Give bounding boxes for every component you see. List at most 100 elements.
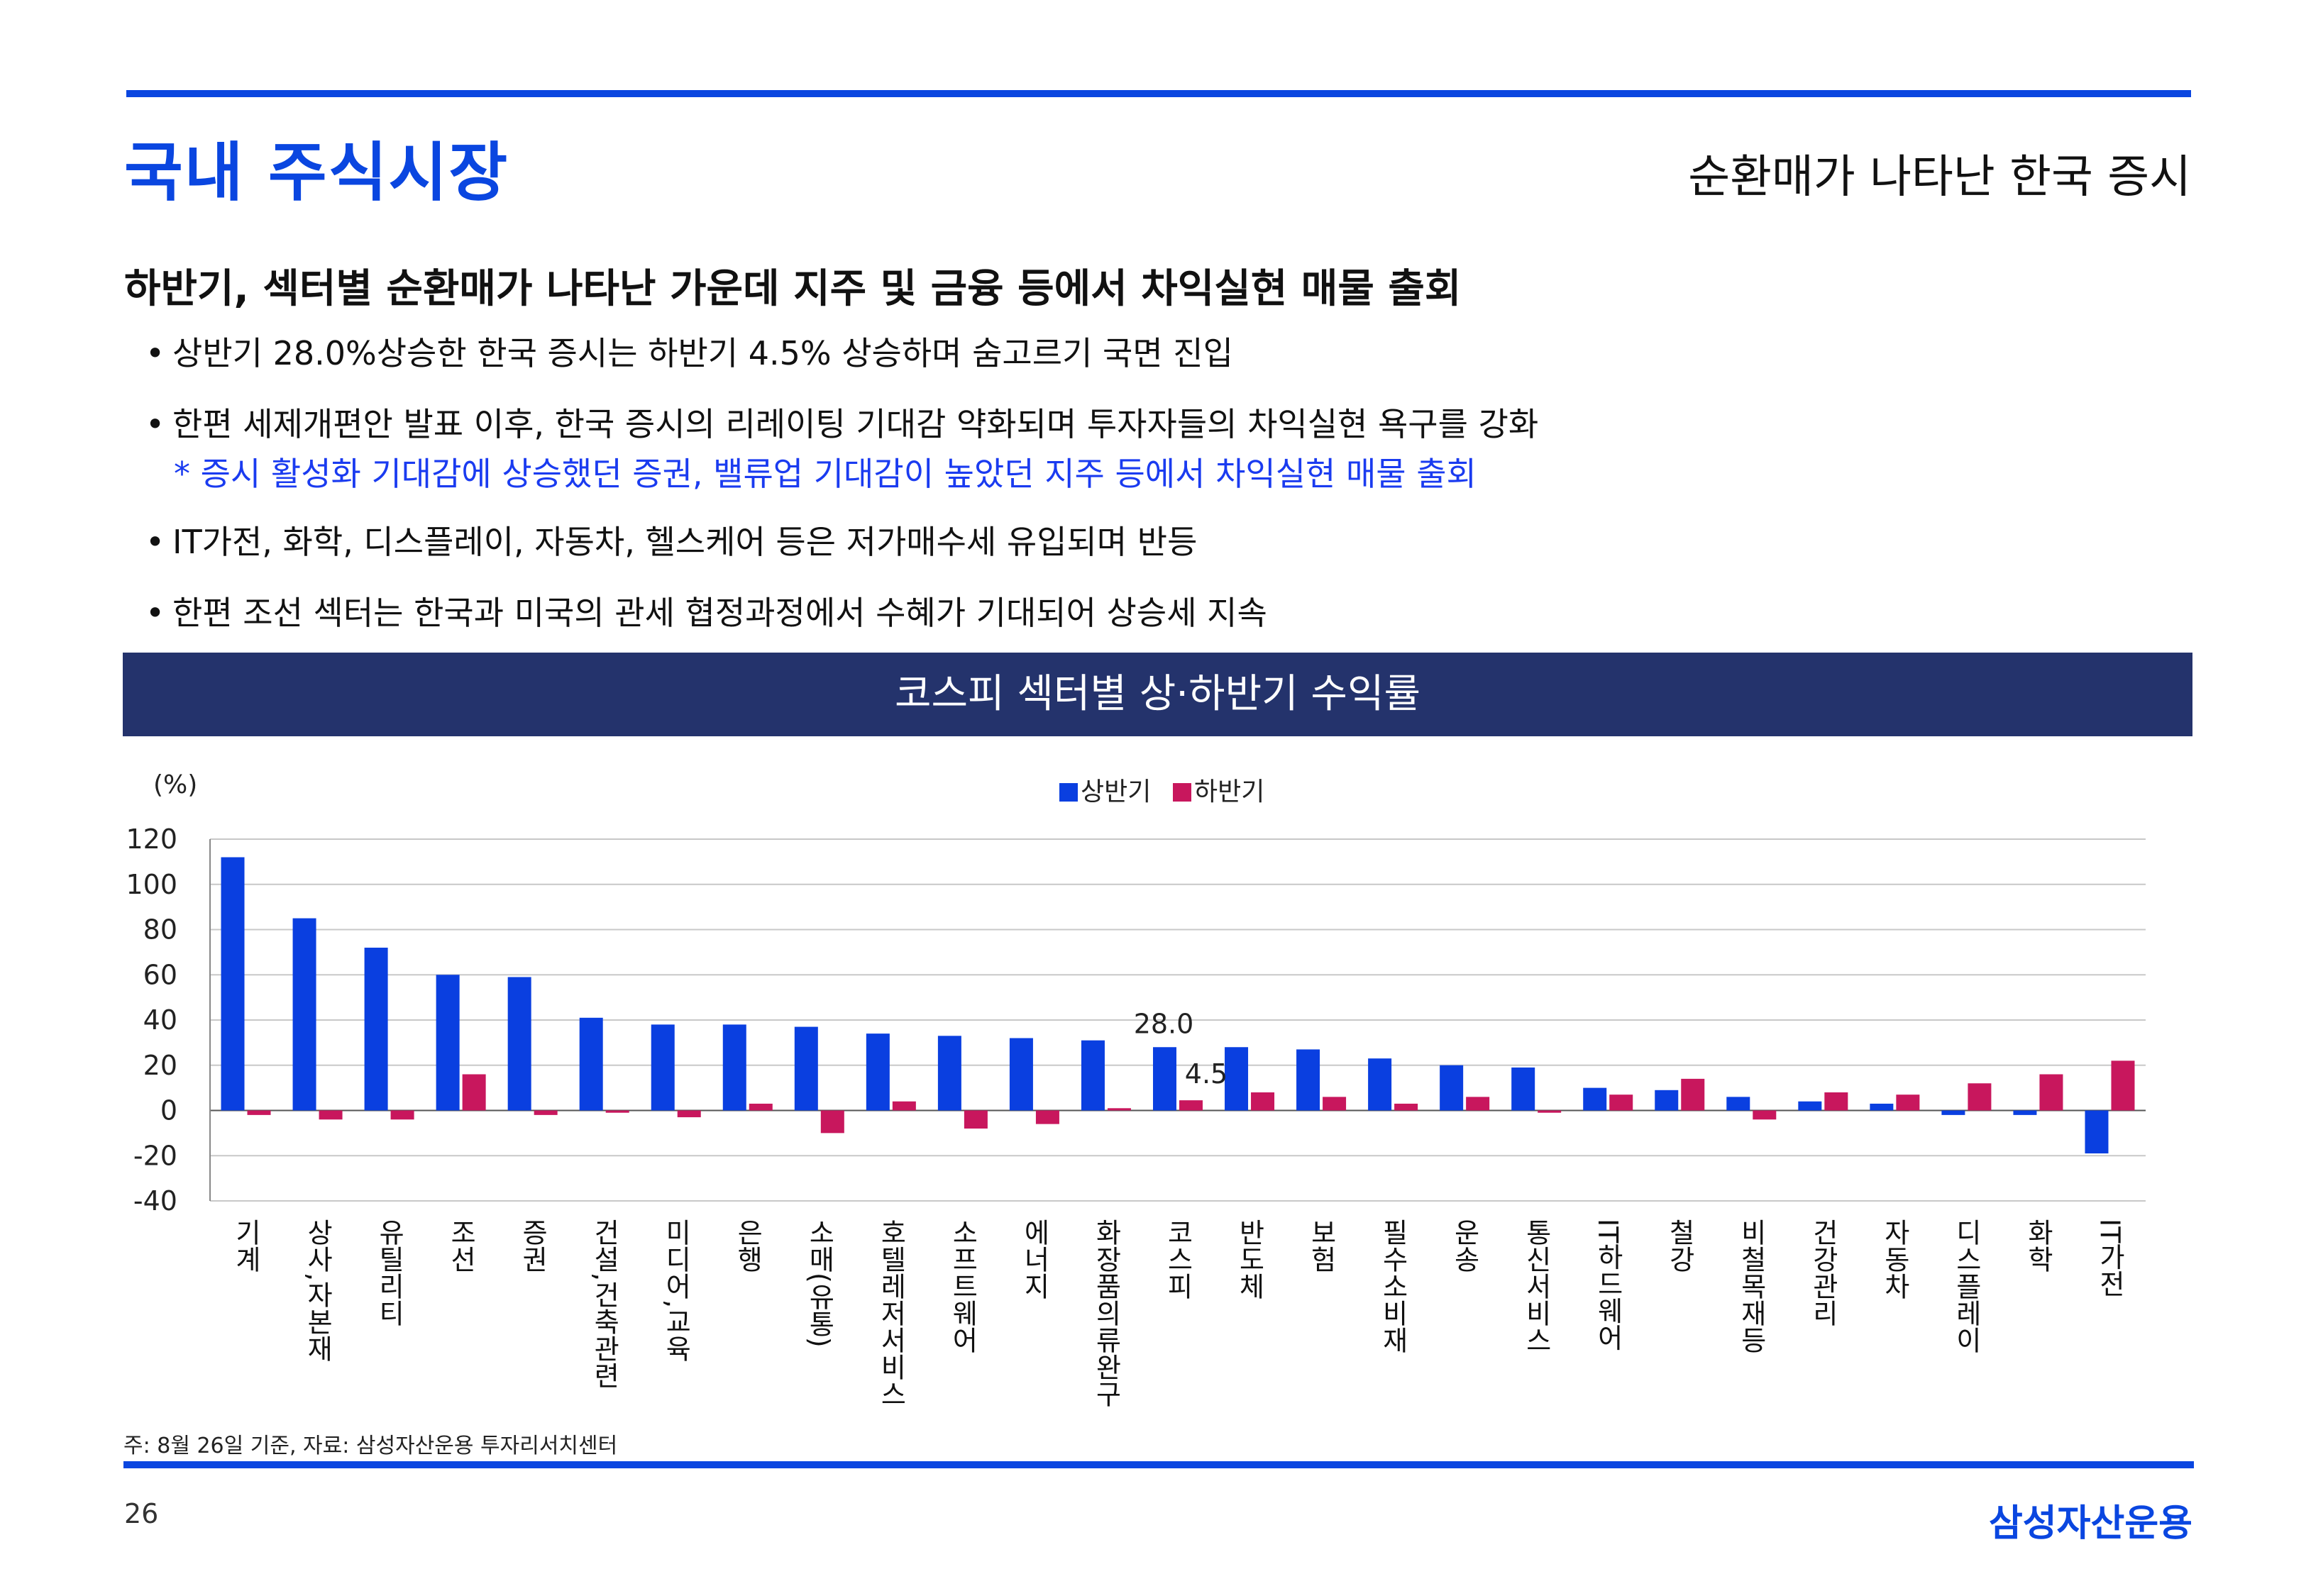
bar-h2 bbox=[892, 1101, 916, 1111]
x-category-label: 미디어,교육 bbox=[661, 1219, 692, 1362]
bar-h2 bbox=[462, 1074, 486, 1111]
bar-h2 bbox=[1824, 1092, 1848, 1111]
y-axis-unit: (%) bbox=[153, 770, 197, 799]
bar-h1 bbox=[1870, 1103, 1894, 1111]
legend-label: 하반기 bbox=[1194, 777, 1264, 807]
bar-h2 bbox=[1753, 1110, 1777, 1120]
bar-h1 bbox=[2085, 1110, 2109, 1154]
page-number: 26 bbox=[124, 1498, 159, 1529]
y-tick-label: 100 bbox=[126, 869, 177, 900]
y-tick-label: -20 bbox=[133, 1140, 177, 1171]
top-rule bbox=[126, 90, 2191, 97]
section-title: 국내 주식시장 bbox=[124, 135, 509, 210]
x-category-label: 운송 bbox=[1449, 1219, 1480, 1273]
x-category-label: 보험 bbox=[1306, 1219, 1337, 1273]
brand-logo: 삼성자산운용 bbox=[1988, 1502, 2192, 1545]
bar-h2 bbox=[1107, 1108, 1131, 1111]
bar-h2 bbox=[1394, 1103, 1418, 1111]
bullet-item: • IT가전, 화학, 디스플레이, 자동차, 헬스케어 등은 저가매수세 유입되… bbox=[145, 523, 1198, 561]
x-category-label: 소매(유통) bbox=[804, 1219, 835, 1348]
x-category-label: IT하드웨어 bbox=[1592, 1219, 1623, 1351]
y-tick-label: 0 bbox=[160, 1095, 177, 1126]
bar-h2 bbox=[749, 1103, 773, 1111]
bar-h1 bbox=[1009, 1038, 1033, 1111]
y-tick-label: 60 bbox=[143, 959, 177, 990]
bar-h2 bbox=[605, 1110, 629, 1113]
bar-h2 bbox=[1681, 1078, 1705, 1111]
bar-h2 bbox=[319, 1110, 343, 1120]
bar-h1 bbox=[866, 1033, 890, 1111]
bar-h1 bbox=[1225, 1047, 1249, 1111]
y-tick-label: -40 bbox=[133, 1185, 177, 1217]
bar-h1 bbox=[794, 1026, 818, 1111]
bar-h1 bbox=[1941, 1110, 1965, 1115]
x-category-label: 조선 bbox=[446, 1219, 477, 1273]
x-category-label: 유틸리티 bbox=[374, 1219, 405, 1326]
x-category-label: 화장품의류완구 bbox=[1091, 1219, 1122, 1407]
x-category-label: 화학 bbox=[2022, 1219, 2053, 1273]
bar-h2 bbox=[1251, 1092, 1275, 1111]
bar-h2 bbox=[1538, 1110, 1562, 1113]
bar-h1 bbox=[436, 975, 460, 1111]
bullet-item: • 한편 세제개편안 발표 이후, 한국 증시의 리레이팅 기대감 약화되며 투자… bbox=[145, 405, 1539, 443]
bar-h1 bbox=[507, 977, 531, 1111]
bar-h1 bbox=[1368, 1058, 1392, 1111]
bar-h1 bbox=[2013, 1110, 2037, 1115]
bar-h1 bbox=[1440, 1065, 1464, 1111]
x-category-label: IT가전 bbox=[2094, 1219, 2125, 1297]
bar-h2 bbox=[1896, 1095, 1920, 1111]
bar-h1 bbox=[1511, 1067, 1535, 1111]
chart-title: 코스피 섹터별 상·하반기 수익률 bbox=[895, 671, 1420, 717]
x-category-label: 통신서비스 bbox=[1521, 1219, 1552, 1353]
bar-h2 bbox=[1035, 1110, 1059, 1124]
x-category-label: 건강관리 bbox=[1807, 1219, 1838, 1326]
bar-h2 bbox=[964, 1110, 988, 1129]
x-category-label: 자동차 bbox=[1879, 1219, 1910, 1299]
bullet-item: • 상반기 28.0%상승한 한국 증시는 하반기 4.5% 상승하며 숨고르기 … bbox=[145, 334, 1233, 372]
x-category-label: 건설,건축관련 bbox=[589, 1219, 620, 1389]
x-category-label: 에너지 bbox=[1019, 1219, 1050, 1299]
legend-swatch bbox=[1059, 783, 1078, 802]
data-label-h1: 28.0 bbox=[1134, 1008, 1194, 1039]
bar-h1 bbox=[364, 948, 388, 1111]
bullet-note: * 증시 활성화 기대감에 상승했던 증권, 밸류업 기대감이 높았던 지주 등… bbox=[174, 455, 1477, 493]
x-category-label: 기계 bbox=[231, 1219, 262, 1273]
bullet-text: 한편 세제개편안 발표 이후, 한국 증시의 리레이팅 기대감 약화되며 투자자… bbox=[172, 405, 1539, 443]
bar-h1 bbox=[579, 1017, 603, 1111]
bottom-rule bbox=[123, 1461, 2194, 1468]
x-category-label: 비철목재등 bbox=[1736, 1219, 1767, 1353]
bar-h1 bbox=[1583, 1087, 1607, 1111]
bar-h2 bbox=[677, 1110, 701, 1118]
bar-h2 bbox=[2039, 1074, 2063, 1111]
bar-h2 bbox=[820, 1110, 844, 1134]
bar-h1 bbox=[1798, 1101, 1822, 1111]
bar-h1 bbox=[221, 857, 245, 1111]
page-subtitle: 순환매가 나타난 한국 증시 bbox=[1688, 151, 2191, 204]
bullet-text: 상반기 28.0%상승한 한국 증시는 하반기 4.5% 상승하며 숨고르기 국… bbox=[172, 334, 1233, 372]
bullet-text: IT가전, 화학, 디스플레이, 자동차, 헬스케어 등은 저가매수세 유입되며… bbox=[172, 523, 1198, 561]
bar-h2 bbox=[1323, 1097, 1347, 1111]
headline: 하반기, 섹터별 순환매가 나타난 가운데 지주 및 금융 등에서 차익실현 매… bbox=[124, 266, 1462, 312]
legend-label: 상반기 bbox=[1081, 777, 1151, 807]
bullet-text: 한편 조선 섹터는 한국과 미국의 관세 협정과정에서 수혜가 기대되어 상승세… bbox=[172, 594, 1267, 632]
x-category-label: 은행 bbox=[732, 1219, 763, 1273]
bar-h1 bbox=[1153, 1047, 1176, 1111]
x-category-label: 철강 bbox=[1664, 1219, 1695, 1273]
y-tick-label: 80 bbox=[143, 914, 177, 946]
bar-h1 bbox=[1726, 1097, 1750, 1111]
x-category-label: 호텔레저서비스 bbox=[876, 1219, 907, 1407]
bullet-item: • 한편 조선 섹터는 한국과 미국의 관세 협정과정에서 수혜가 기대되어 상승… bbox=[145, 594, 1267, 632]
bar-h2 bbox=[390, 1110, 414, 1120]
chart-title-banner: 코스피 섹터별 상·하반기 수익률 bbox=[123, 653, 2192, 736]
bar-h2 bbox=[1609, 1095, 1633, 1111]
bar-h2 bbox=[1179, 1100, 1203, 1111]
bar-h1 bbox=[1081, 1040, 1105, 1111]
y-tick-label: 40 bbox=[143, 1004, 177, 1036]
bar-h2 bbox=[1968, 1083, 1992, 1111]
bar-h1 bbox=[651, 1024, 675, 1111]
bar-h1 bbox=[722, 1024, 746, 1111]
x-category-label: 필수소비재 bbox=[1377, 1219, 1408, 1353]
y-tick-label: 120 bbox=[126, 824, 177, 855]
footnote: 주: 8월 26일 기준, 자료: 삼성자산운용 투자리서치센터 bbox=[123, 1434, 618, 1458]
